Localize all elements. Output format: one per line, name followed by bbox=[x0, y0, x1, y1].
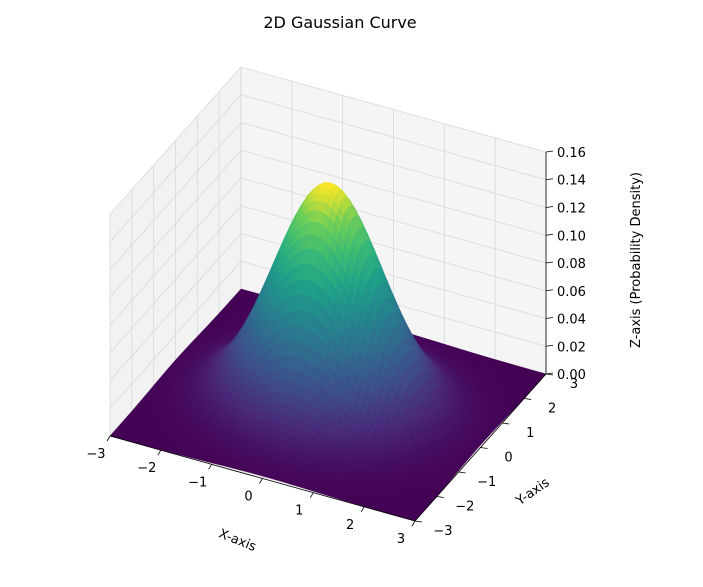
x-tick-mark bbox=[157, 449, 162, 456]
z-tick-mark bbox=[545, 178, 554, 181]
x-tick-mark bbox=[360, 506, 365, 513]
z-tick-mark bbox=[545, 261, 554, 264]
chart-title: 2D Gaussian Curve bbox=[263, 13, 416, 32]
y-tick-mark bbox=[458, 471, 466, 474]
grid-line-z-left bbox=[109, 177, 242, 326]
grid-line-z-left bbox=[109, 66, 242, 215]
x-tick-mark bbox=[208, 464, 213, 470]
grid-line-z-left bbox=[109, 149, 242, 298]
y-tick-mark bbox=[480, 447, 488, 449]
x-tick-label: 0 bbox=[244, 490, 252, 505]
grid-line-z-left bbox=[109, 94, 242, 243]
tick-labels: −3−2−10123−3−2−101230.000.020.040.060.08… bbox=[86, 146, 586, 547]
x-tick-mark bbox=[411, 520, 416, 527]
grid-line-z-back bbox=[240, 122, 547, 208]
y-tick-label: 0 bbox=[504, 451, 512, 466]
z-tick-label: 0.10 bbox=[557, 229, 586, 244]
grid-line-z-back bbox=[240, 205, 547, 292]
z-tick-mark bbox=[545, 150, 554, 153]
x-tick-mark bbox=[309, 492, 314, 498]
x-tick-label: 2 bbox=[346, 518, 354, 533]
z-tick-mark bbox=[545, 233, 554, 236]
z-tick-label: 0.14 bbox=[557, 174, 586, 189]
z-tick-label: 0.02 bbox=[557, 340, 586, 355]
y-tick-label: 2 bbox=[548, 402, 556, 417]
x-tick-label: 1 bbox=[295, 504, 303, 519]
z-tick-mark bbox=[545, 344, 554, 347]
x-tick-mark bbox=[106, 435, 111, 442]
grid-line-z-back bbox=[240, 66, 547, 153]
y-tick-mark bbox=[436, 496, 444, 498]
y-axis-label: Y-axis bbox=[513, 475, 553, 509]
grid-line-z-back bbox=[240, 149, 547, 236]
z-tick-label: 0.08 bbox=[557, 257, 586, 272]
z-tick-label: 0.16 bbox=[557, 146, 586, 161]
z-tick-mark bbox=[545, 317, 554, 319]
z-tick-label: 0.00 bbox=[557, 368, 586, 383]
y-tick-mark bbox=[502, 422, 510, 425]
z-tick-mark bbox=[545, 372, 554, 375]
grid-line-z-left bbox=[109, 260, 242, 409]
grid-line-z-left bbox=[109, 205, 242, 354]
grid-line-z-back bbox=[240, 94, 547, 181]
grid-line-z-back bbox=[240, 177, 547, 264]
y-tick-mark bbox=[524, 398, 532, 400]
y-tick-label: 3 bbox=[570, 377, 578, 392]
y-tick-label: −1 bbox=[477, 475, 496, 490]
y-tick-mark bbox=[414, 520, 423, 523]
y-tick-label: 1 bbox=[526, 426, 534, 441]
z-tick-label: 0.12 bbox=[557, 202, 586, 217]
z-tick-label: 0.06 bbox=[557, 285, 586, 300]
x-tick-label: −2 bbox=[137, 461, 156, 476]
z-tick-label: 0.04 bbox=[557, 313, 586, 328]
x-tick-label: −3 bbox=[86, 447, 105, 462]
grid-line-z-left bbox=[109, 233, 242, 381]
z-tick-mark bbox=[545, 289, 554, 292]
y-tick-label: −2 bbox=[455, 500, 474, 515]
x-tick-label: 3 bbox=[397, 532, 405, 547]
y-tick-label: −3 bbox=[433, 524, 452, 539]
x-tick-mark bbox=[259, 478, 263, 484]
surface-mesh bbox=[109, 182, 547, 522]
z-axis-label: Z-axis (Probability Density) bbox=[629, 172, 644, 348]
z-tick-mark bbox=[545, 206, 554, 208]
x-axis-label: X-axis bbox=[216, 526, 258, 555]
grid-line-z-left bbox=[109, 122, 242, 270]
x-tick-label: −1 bbox=[188, 475, 207, 490]
